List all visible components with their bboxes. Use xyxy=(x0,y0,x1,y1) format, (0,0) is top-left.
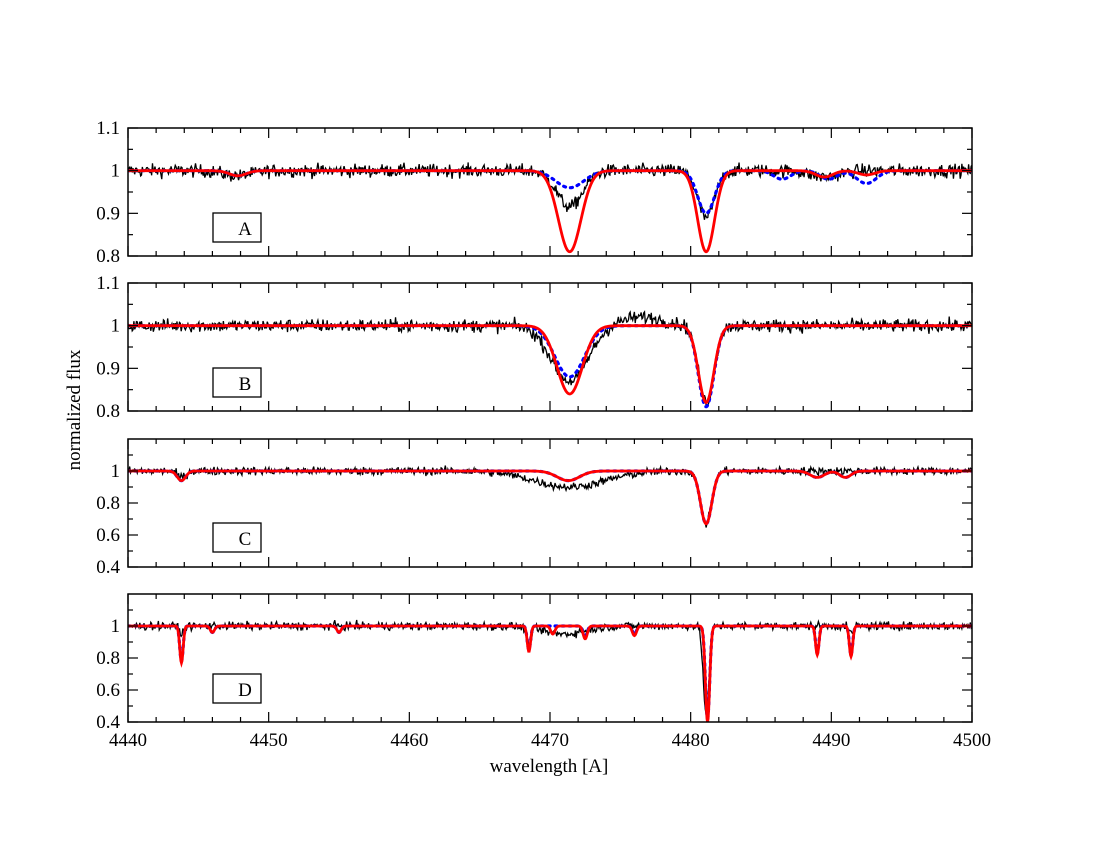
panel-label: D xyxy=(238,680,252,701)
series-model-dotted-d xyxy=(128,624,972,720)
panel-a: 0.8 0.9 1 1.1 A xyxy=(96,118,973,267)
y-tick-label: 1 xyxy=(111,616,121,637)
panel-label-box xyxy=(212,673,262,704)
y-tick-label: 1.1 xyxy=(96,118,120,139)
y-tick-label: 0.6 xyxy=(96,525,120,546)
series-model-solid-d xyxy=(128,624,972,722)
x-tick-label: 4470 xyxy=(531,730,569,751)
y-tick-label: 0.8 xyxy=(96,246,120,267)
series-model-solid-a xyxy=(128,169,972,254)
y-tick-label: 1 xyxy=(111,316,121,337)
x-axis-title: wavelength [A] xyxy=(490,756,609,777)
panel-label: C xyxy=(239,529,252,550)
series-observed-c xyxy=(128,464,972,528)
x-tick-label: 4450 xyxy=(250,730,288,751)
panel-b: 0.8 0.9 1 1.1 B xyxy=(96,273,973,422)
y-axis-title: normalized flux xyxy=(64,349,85,470)
y-tick-label: 0.9 xyxy=(96,358,120,379)
x-tick-label: 4460 xyxy=(390,730,428,751)
y-tick-label: 1 xyxy=(111,461,121,482)
y-tick-label: 0.8 xyxy=(96,401,120,422)
panel-c: 0.4 0.6 0.8 1 C xyxy=(96,438,973,578)
y-tick-label: 1.1 xyxy=(96,273,120,294)
panel-label-box xyxy=(212,212,262,243)
panel-label-box xyxy=(212,522,262,553)
x-tick-label: 4500 xyxy=(953,730,991,751)
y-tick-label: 0.6 xyxy=(96,680,120,701)
y-tick-label: 0.8 xyxy=(96,648,120,669)
y-tick-label: 0.9 xyxy=(96,203,120,224)
y-tick-label: 0.8 xyxy=(96,493,120,514)
y-tick-label: 1 xyxy=(111,161,121,182)
x-tick-label: 4440 xyxy=(109,730,147,751)
y-tick-label: 0.4 xyxy=(96,712,120,733)
series-model-solid-c xyxy=(128,469,972,526)
panel-label: A xyxy=(238,219,252,240)
panel-label: B xyxy=(239,374,252,395)
x-tick-label: 4490 xyxy=(812,730,850,751)
series-model-solid-b xyxy=(128,324,972,404)
panel-d: 0.4 0.6 0.8 1 D xyxy=(96,593,973,733)
series-model-dotted-c xyxy=(128,469,972,526)
panels-layer: 0.80.911.1A0.80.911.1B0.40.60.81C0.40.60… xyxy=(96,118,991,751)
panel-label-box xyxy=(212,367,262,398)
y-tick-label: 0.4 xyxy=(96,557,120,578)
x-tick-label: 4480 xyxy=(672,730,710,751)
